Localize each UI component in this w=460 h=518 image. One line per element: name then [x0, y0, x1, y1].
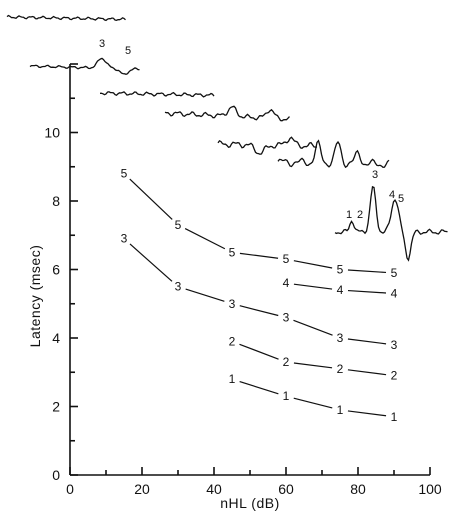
y-tick-label: 8	[52, 193, 60, 209]
series-3-segment	[347, 338, 387, 345]
trace-mark-3-bottom: 3	[372, 169, 378, 181]
point-marker: 5	[175, 218, 182, 232]
point-marker: 3	[229, 297, 236, 311]
series-3-segment	[293, 319, 333, 336]
trace-3	[100, 91, 215, 98]
series-4: 4 4 4	[283, 276, 398, 300]
y-tick-label: 6	[52, 262, 60, 278]
point-marker: 3	[391, 338, 398, 352]
trace-mark-5-top: 5	[125, 45, 131, 57]
trace-6	[277, 139, 390, 169]
point-marker: 1	[337, 403, 344, 417]
series-3-segment	[185, 288, 225, 302]
series-5-segment	[239, 252, 279, 259]
y-tick-label: 2	[52, 399, 60, 415]
trace-2	[29, 57, 140, 75]
series-5-segment	[184, 228, 226, 250]
series-4-segment	[293, 283, 333, 290]
point-marker: 3	[175, 280, 182, 294]
trace-top	[6, 14, 126, 22]
point-marker: 4	[391, 286, 398, 300]
point-marker: 3	[121, 232, 128, 246]
trace-mark-2-bottom: 2	[357, 209, 363, 221]
point-marker: 2	[283, 355, 290, 369]
series-5-segment	[347, 269, 387, 274]
y-tick-label: 10	[44, 125, 60, 141]
point-marker: 5	[229, 245, 236, 259]
series-3-segment	[129, 243, 173, 282]
trace-mark-4-bottom: 4	[389, 189, 395, 201]
point-marker: 1	[283, 389, 290, 403]
series-1-segment	[347, 410, 387, 417]
x-tick-label: 0	[66, 481, 74, 497]
point-marker: 2	[391, 369, 398, 383]
series-2: 2 2 2 2	[229, 334, 398, 382]
x-tick-label: 40	[206, 481, 222, 497]
series-1-segment	[293, 397, 333, 409]
series-5: 5 5 5 5 5 5	[121, 167, 398, 280]
series-1-segment	[239, 380, 279, 395]
point-marker: 4	[337, 283, 344, 297]
point-marker: 5	[121, 167, 128, 181]
point-marker: 2	[229, 334, 236, 348]
point-marker: 3	[337, 331, 344, 345]
trace-mark-1-bottom: 1	[346, 209, 352, 221]
point-marker: 1	[391, 410, 398, 424]
x-axis-label: nHL (dB)	[220, 495, 280, 511]
point-marker: 2	[337, 362, 344, 376]
x-tick-label: 100	[418, 481, 442, 497]
series-1: 1 1 1 1	[229, 372, 398, 424]
trace-mark-3-top: 3	[99, 38, 105, 50]
point-marker: 4	[283, 276, 290, 290]
y-tick-label: 4	[52, 330, 60, 346]
axes	[69, 63, 431, 476]
y-tick-label: 0	[52, 467, 60, 483]
point-marker: 5	[283, 252, 290, 266]
tick-labels: 0 20 40 60 80 100 0 2 4 6 8 10	[44, 125, 441, 498]
series-2-segment	[239, 343, 279, 360]
y-axis-label: Latency (msec)	[27, 245, 43, 348]
trace-5	[217, 136, 318, 155]
series-3-segment	[239, 305, 279, 317]
series-4-segment	[347, 289, 387, 294]
x-tick-label: 20	[134, 481, 150, 497]
trace-mark-5-bottom: 5	[398, 193, 404, 205]
series-2-segment	[347, 369, 387, 376]
x-tick-label: 80	[350, 481, 366, 497]
point-marker: 3	[283, 310, 290, 324]
point-marker: 5	[391, 266, 398, 280]
point-marker: 5	[337, 263, 344, 277]
series-5-segment	[129, 178, 173, 220]
trace-bottom	[334, 185, 448, 262]
abr-waveform-traces	[6, 14, 448, 262]
series-3: 3 3 3 3 3 3	[121, 232, 398, 352]
series-2-segment	[293, 362, 333, 369]
x-tick-label: 60	[278, 481, 294, 497]
trace-4	[164, 105, 290, 122]
series-5-segment	[293, 260, 333, 269]
point-marker: 1	[229, 372, 236, 386]
